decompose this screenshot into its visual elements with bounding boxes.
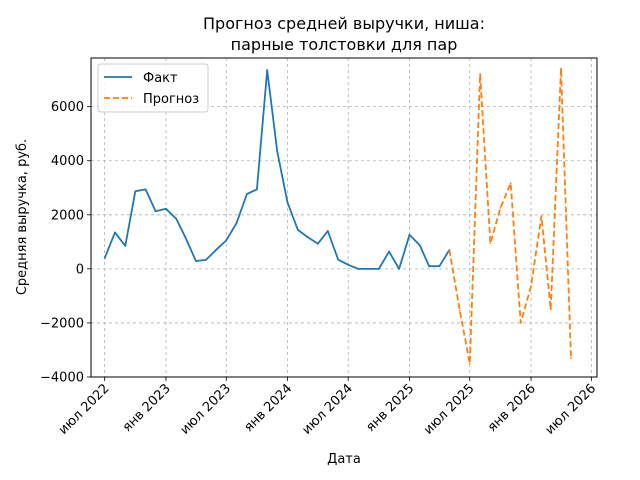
data-point-fact <box>317 242 319 245</box>
legend: Факт Прогноз <box>97 63 209 113</box>
data-point-fact <box>154 210 157 213</box>
data-point-forecast <box>530 285 532 288</box>
data-point-fact <box>438 265 441 268</box>
data-point-fact <box>175 218 178 220</box>
plot-area-frame <box>90 57 598 378</box>
legend-label-forecast: Прогноз <box>143 92 199 107</box>
data-point-forecast <box>448 249 451 251</box>
data-point-fact <box>215 248 218 251</box>
data-point-forecast <box>479 73 481 76</box>
data-point-fact <box>225 239 228 242</box>
data-point-forecast <box>489 242 492 245</box>
data-point-fact <box>337 258 340 261</box>
data-point-fact <box>428 265 430 268</box>
data-point-fact <box>235 222 238 224</box>
data-point-fact <box>326 230 329 232</box>
data-point-fact <box>398 268 400 270</box>
data-point-forecast <box>570 357 572 359</box>
data-point-fact <box>124 245 127 247</box>
y-tick-label: 6000 <box>51 100 84 115</box>
chart-title-line-1: Прогноз средней выручки, ниша: <box>203 14 485 33</box>
data-point-fact <box>195 260 197 262</box>
data-point-forecast <box>519 322 522 324</box>
data-point-forecast <box>540 215 543 218</box>
data-point-fact <box>377 268 380 270</box>
data-point-fact <box>184 236 187 239</box>
data-point-forecast <box>549 308 552 311</box>
y-axis-label: Средняя выручка, руб. <box>15 139 30 295</box>
data-point-fact <box>266 69 269 72</box>
legend-box <box>97 63 209 113</box>
data-point-fact <box>418 244 421 247</box>
chart-title-line-2: парные толстовки для пар <box>231 35 458 54</box>
y-tick-label: 0 <box>76 262 84 277</box>
data-point-forecast <box>560 67 562 70</box>
data-point-fact <box>276 150 279 153</box>
data-point-fact <box>286 201 289 204</box>
data-point-fact <box>367 268 370 270</box>
data-point-forecast <box>509 182 512 185</box>
data-point-fact <box>347 263 350 266</box>
data-point-fact <box>165 207 167 210</box>
y-tick-label: 2000 <box>51 208 84 223</box>
data-point-fact <box>408 233 411 236</box>
data-point-fact <box>114 231 116 234</box>
y-axis-ticks: −4000 −2000 0 2000 4000 6000 <box>40 100 91 386</box>
data-point-fact <box>144 188 147 191</box>
data-point-forecast <box>458 309 461 312</box>
y-tick-label: 4000 <box>51 154 84 169</box>
data-point-fact <box>357 268 360 270</box>
y-tick-label: −2000 <box>40 316 84 331</box>
data-point-fact <box>388 250 390 253</box>
data-point-fact <box>205 259 207 261</box>
x-axis-label: Дата <box>327 452 361 467</box>
series-lines <box>103 67 572 365</box>
data-point-fact <box>103 257 106 259</box>
y-tick-label: −4000 <box>40 371 84 386</box>
legend-label-fact: Факт <box>143 71 178 86</box>
data-point-fact <box>297 229 299 231</box>
data-point-fact <box>306 236 309 238</box>
data-point-forecast <box>499 207 502 209</box>
data-point-fact <box>256 188 258 191</box>
data-point-forecast <box>468 362 471 365</box>
data-point-fact <box>134 190 137 193</box>
data-point-fact <box>246 193 248 195</box>
